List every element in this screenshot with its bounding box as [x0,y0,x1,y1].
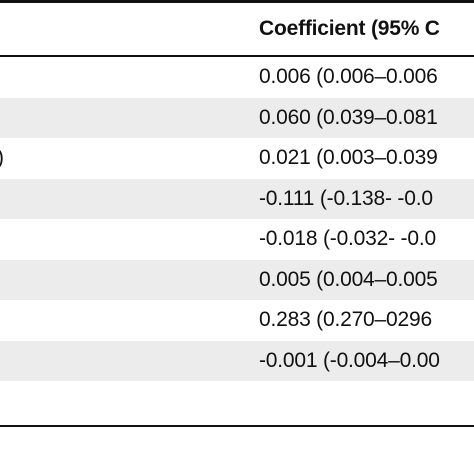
table-row: 0.005 (0.004–0.005 [0,259,474,300]
table-row: -0.111 (-0.138- -0.0 [0,178,474,219]
coefficient-cell: -0.001 (-0.004–0.00 [259,348,440,372]
coefficient-cell: 0.021 (0.003–0.039 [259,146,438,169]
coefficient-cell: 0.005 (0.004–0.005 [259,267,438,291]
table-bottom-rule [0,425,474,427]
row-label-fragment: ) [0,146,4,170]
table-top-rule [0,0,474,3]
table-row: 0.006 (0.006–0.006 [0,57,474,98]
coefficient-cell: 0.283 (0.270–0296 [259,308,432,331]
coefficient-cell: -0.018 (-0.032- -0.0 [259,227,436,250]
coefficient-cell: 0.060 (0.039–0.081 [259,105,438,129]
table-row: -0.001 (-0.004–0.00 [0,340,474,381]
table-header: Coefficient (95% C [0,3,474,55]
coefficient-cell: -0.111 (-0.138- -0.0 [259,186,433,210]
table-body: 0.006 (0.006–0.006 0.060 (0.039–0.081 ) … [0,57,474,422]
coefficient-cell: 0.006 (0.006–0.006 [259,65,438,88]
table-row: 0.060 (0.039–0.081 [0,97,474,138]
table-row: -0.018 (-0.032- -0.0 [0,219,474,260]
header-rule [0,55,474,57]
table-row [0,381,474,422]
table-row: ) 0.021 (0.003–0.039 [0,138,474,179]
coefficient-column-header: Coefficient (95% C [259,17,440,40]
table-row: 0.283 (0.270–0296 [0,300,474,341]
